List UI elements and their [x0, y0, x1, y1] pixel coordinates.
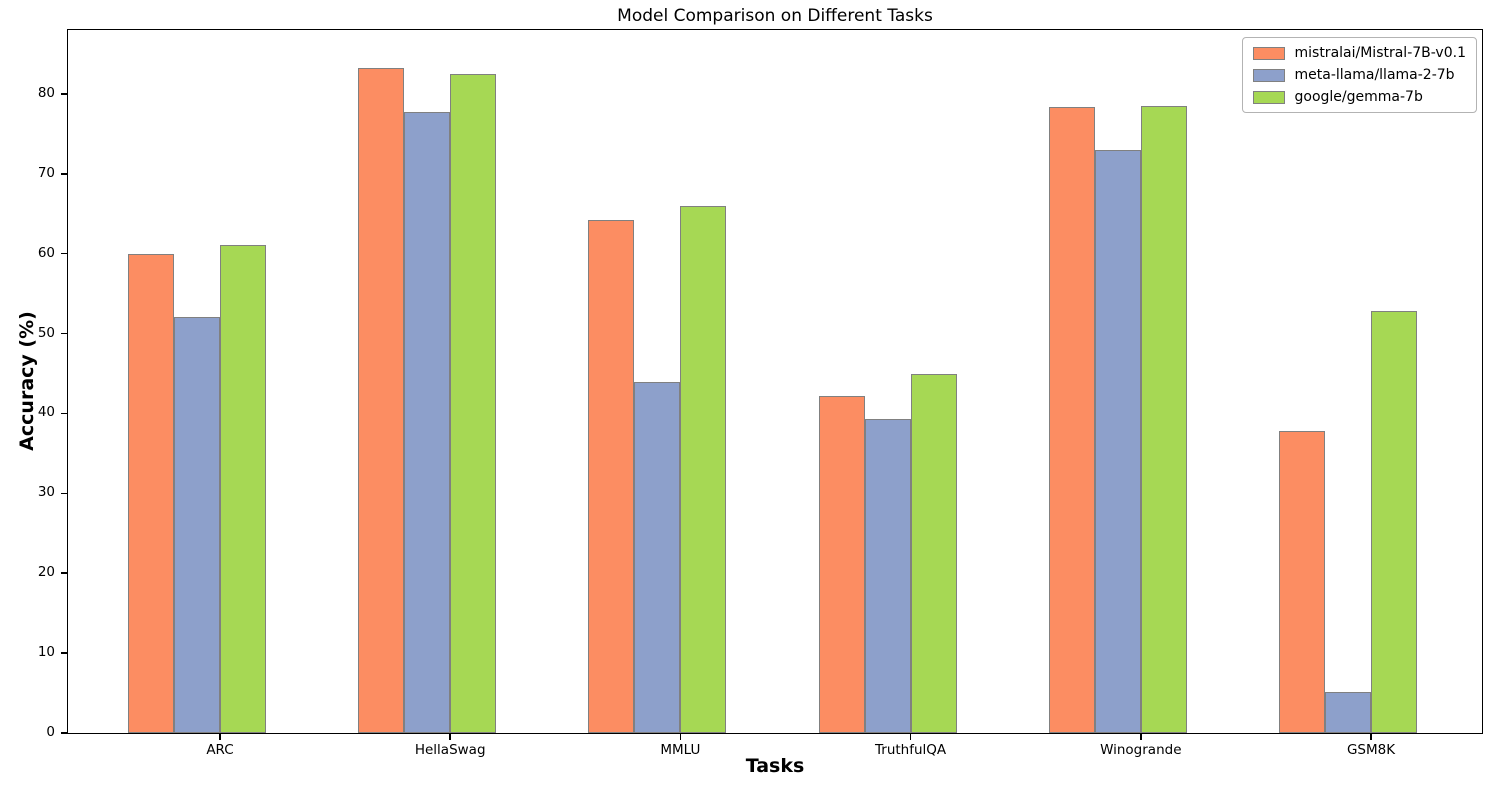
y-tick-label-20: 20	[37, 564, 55, 581]
x-tick-winogrande	[1140, 733, 1142, 740]
bar-winogrande-meta-llama-llama-2-7b	[1094, 149, 1141, 733]
bar-truthfulqa-mistralai-mistral-7b-v0-1	[818, 395, 865, 733]
y-tick-40	[61, 412, 68, 415]
bar-hellaswag-mistralai-mistral-7b-v0-1	[358, 67, 405, 733]
bar-winogrande-mistralai-mistral-7b-v0-1	[1048, 106, 1095, 733]
legend-swatch-icon	[1252, 46, 1285, 60]
x-tick-hellaswag	[449, 733, 451, 740]
legend-label: mistralai/Mistral-7B-v0.1	[1294, 45, 1467, 61]
y-tick-20	[61, 572, 68, 574]
bar-arc-meta-llama-llama-2-7b	[174, 316, 220, 733]
plot-frame	[66, 28, 1483, 734]
bar-arc-mistralai-mistral-7b-v0-1	[128, 253, 174, 733]
y-tick-label-0: 0	[46, 724, 55, 740]
x-tick-truthfulqa	[909, 733, 912, 740]
x-tick-label-winogrande: Winogrande	[1100, 742, 1182, 758]
bar-mmlu-mistralai-mistral-7b-v0-1	[588, 220, 635, 733]
x-tick-label-arc: ARC	[206, 742, 234, 758]
y-tick-10	[61, 652, 68, 654]
bar-gsm8k-google-gemma-7b	[1371, 311, 1417, 733]
legend-label: meta-llama/llama-2-7b	[1294, 67, 1455, 83]
legend-item-meta-llama-llama-2-7b: meta-llama/llama-2-7b	[1252, 67, 1467, 83]
bar-winogrande-google-gemma-7b	[1140, 105, 1187, 733]
bar-truthfulqa-google-gemma-7b	[910, 374, 957, 733]
bar-gsm8k-meta-llama-llama-2-7b	[1325, 691, 1371, 733]
legend-item-google-gemma-7b: google/gemma-7b	[1252, 89, 1467, 105]
bar-truthfulqa-meta-llama-llama-2-7b	[864, 419, 911, 733]
bar-arc-google-gemma-7b	[220, 244, 266, 733]
x-tick-label-gsm8k: GSM8K	[1346, 742, 1396, 758]
y-tick-70	[61, 173, 68, 175]
x-tick-gsm8k	[1370, 733, 1372, 740]
y-tick-0	[61, 732, 68, 734]
y-tick-50	[61, 332, 68, 335]
y-tick-80	[61, 93, 68, 95]
x-tick-label-mmlu: MMLU	[660, 742, 701, 758]
y-tick-label-60: 60	[37, 244, 55, 261]
y-tick-30	[61, 492, 68, 495]
bar-hellaswag-meta-llama-llama-2-7b	[404, 112, 451, 733]
y-tick-label-10: 10	[37, 644, 55, 661]
y-tick-label-50: 50	[37, 324, 55, 341]
legend-label: google/gemma-7b	[1294, 89, 1423, 105]
bar-hellaswag-google-gemma-7b	[450, 73, 497, 733]
chart-title: Model Comparison on Different Tasks	[617, 6, 933, 26]
y-tick-label-70: 70	[37, 164, 55, 181]
legend-swatch-icon	[1252, 90, 1285, 104]
x-tick-arc	[219, 733, 221, 740]
bar-gsm8k-mistralai-mistral-7b-v0-1	[1279, 431, 1325, 733]
y-tick-60	[61, 252, 68, 255]
legend-item-mistralai-mistral-7b-v0-1: mistralai/Mistral-7B-v0.1	[1252, 45, 1467, 61]
x-tick-label-hellaswag: HellaSwag	[414, 742, 486, 758]
x-axis-label: Tasks	[745, 755, 805, 777]
y-tick-label-80: 80	[37, 84, 55, 101]
y-tick-label-40: 40	[37, 404, 55, 421]
legend: mistralai/Mistral-7B-v0.1 meta-llama/llam…	[1241, 37, 1477, 113]
x-tick-mmlu	[679, 733, 682, 740]
x-tick-label-truthfulqa: TruthfulQA	[875, 742, 947, 758]
plot-area: mistralai/Mistral-7B-v0.1 meta-llama/llam…	[66, 28, 1483, 734]
bar-mmlu-google-gemma-7b	[680, 205, 727, 733]
bar-mmlu-meta-llama-llama-2-7b	[634, 381, 681, 733]
y-tick-label-30: 30	[37, 484, 55, 501]
legend-swatch-icon	[1252, 68, 1285, 82]
